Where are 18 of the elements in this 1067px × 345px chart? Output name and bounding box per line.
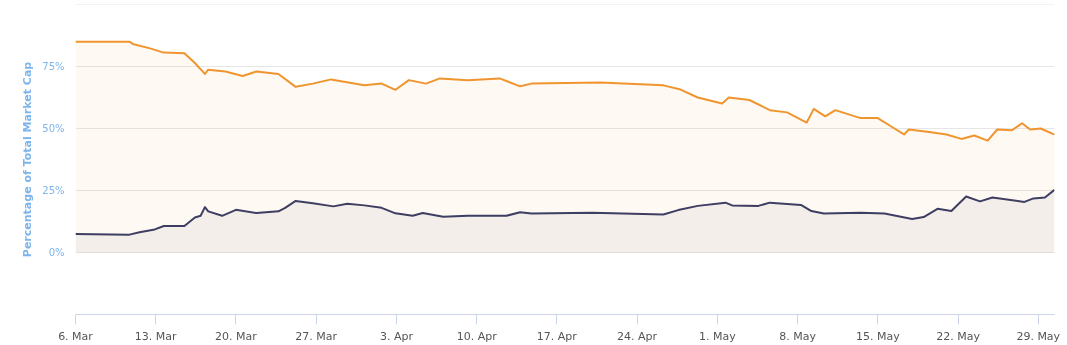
x-tick-label: 6. Mar	[58, 329, 94, 343]
y-tick-label: 0%	[48, 247, 65, 258]
x-tick-label: 27. Mar	[295, 329, 338, 343]
x-tick-label: 3. Apr	[379, 329, 414, 343]
y-tick-label: 25%	[42, 185, 65, 196]
y-tick-label: 50%	[42, 123, 65, 134]
x-tick-label: 22. May	[936, 329, 981, 343]
x-tick-label: 20. Mar	[215, 329, 258, 343]
y-axis-title: Percentage of Total Market Cap	[21, 61, 35, 258]
x-tick-label: 8. May	[779, 329, 817, 343]
x-tick-label: 17. Apr	[536, 329, 578, 343]
x-tick-label: 10. Apr	[456, 329, 498, 343]
x-tick-label: 24. Apr	[617, 329, 658, 343]
x-tick-label: 29. May	[1016, 329, 1061, 343]
x-tick-label: 1. May	[698, 329, 737, 343]
y-tick-label: 75%	[42, 61, 65, 72]
x-tick-label: 13. Mar	[134, 329, 178, 343]
x-tick-label: 15. May	[855, 329, 901, 343]
